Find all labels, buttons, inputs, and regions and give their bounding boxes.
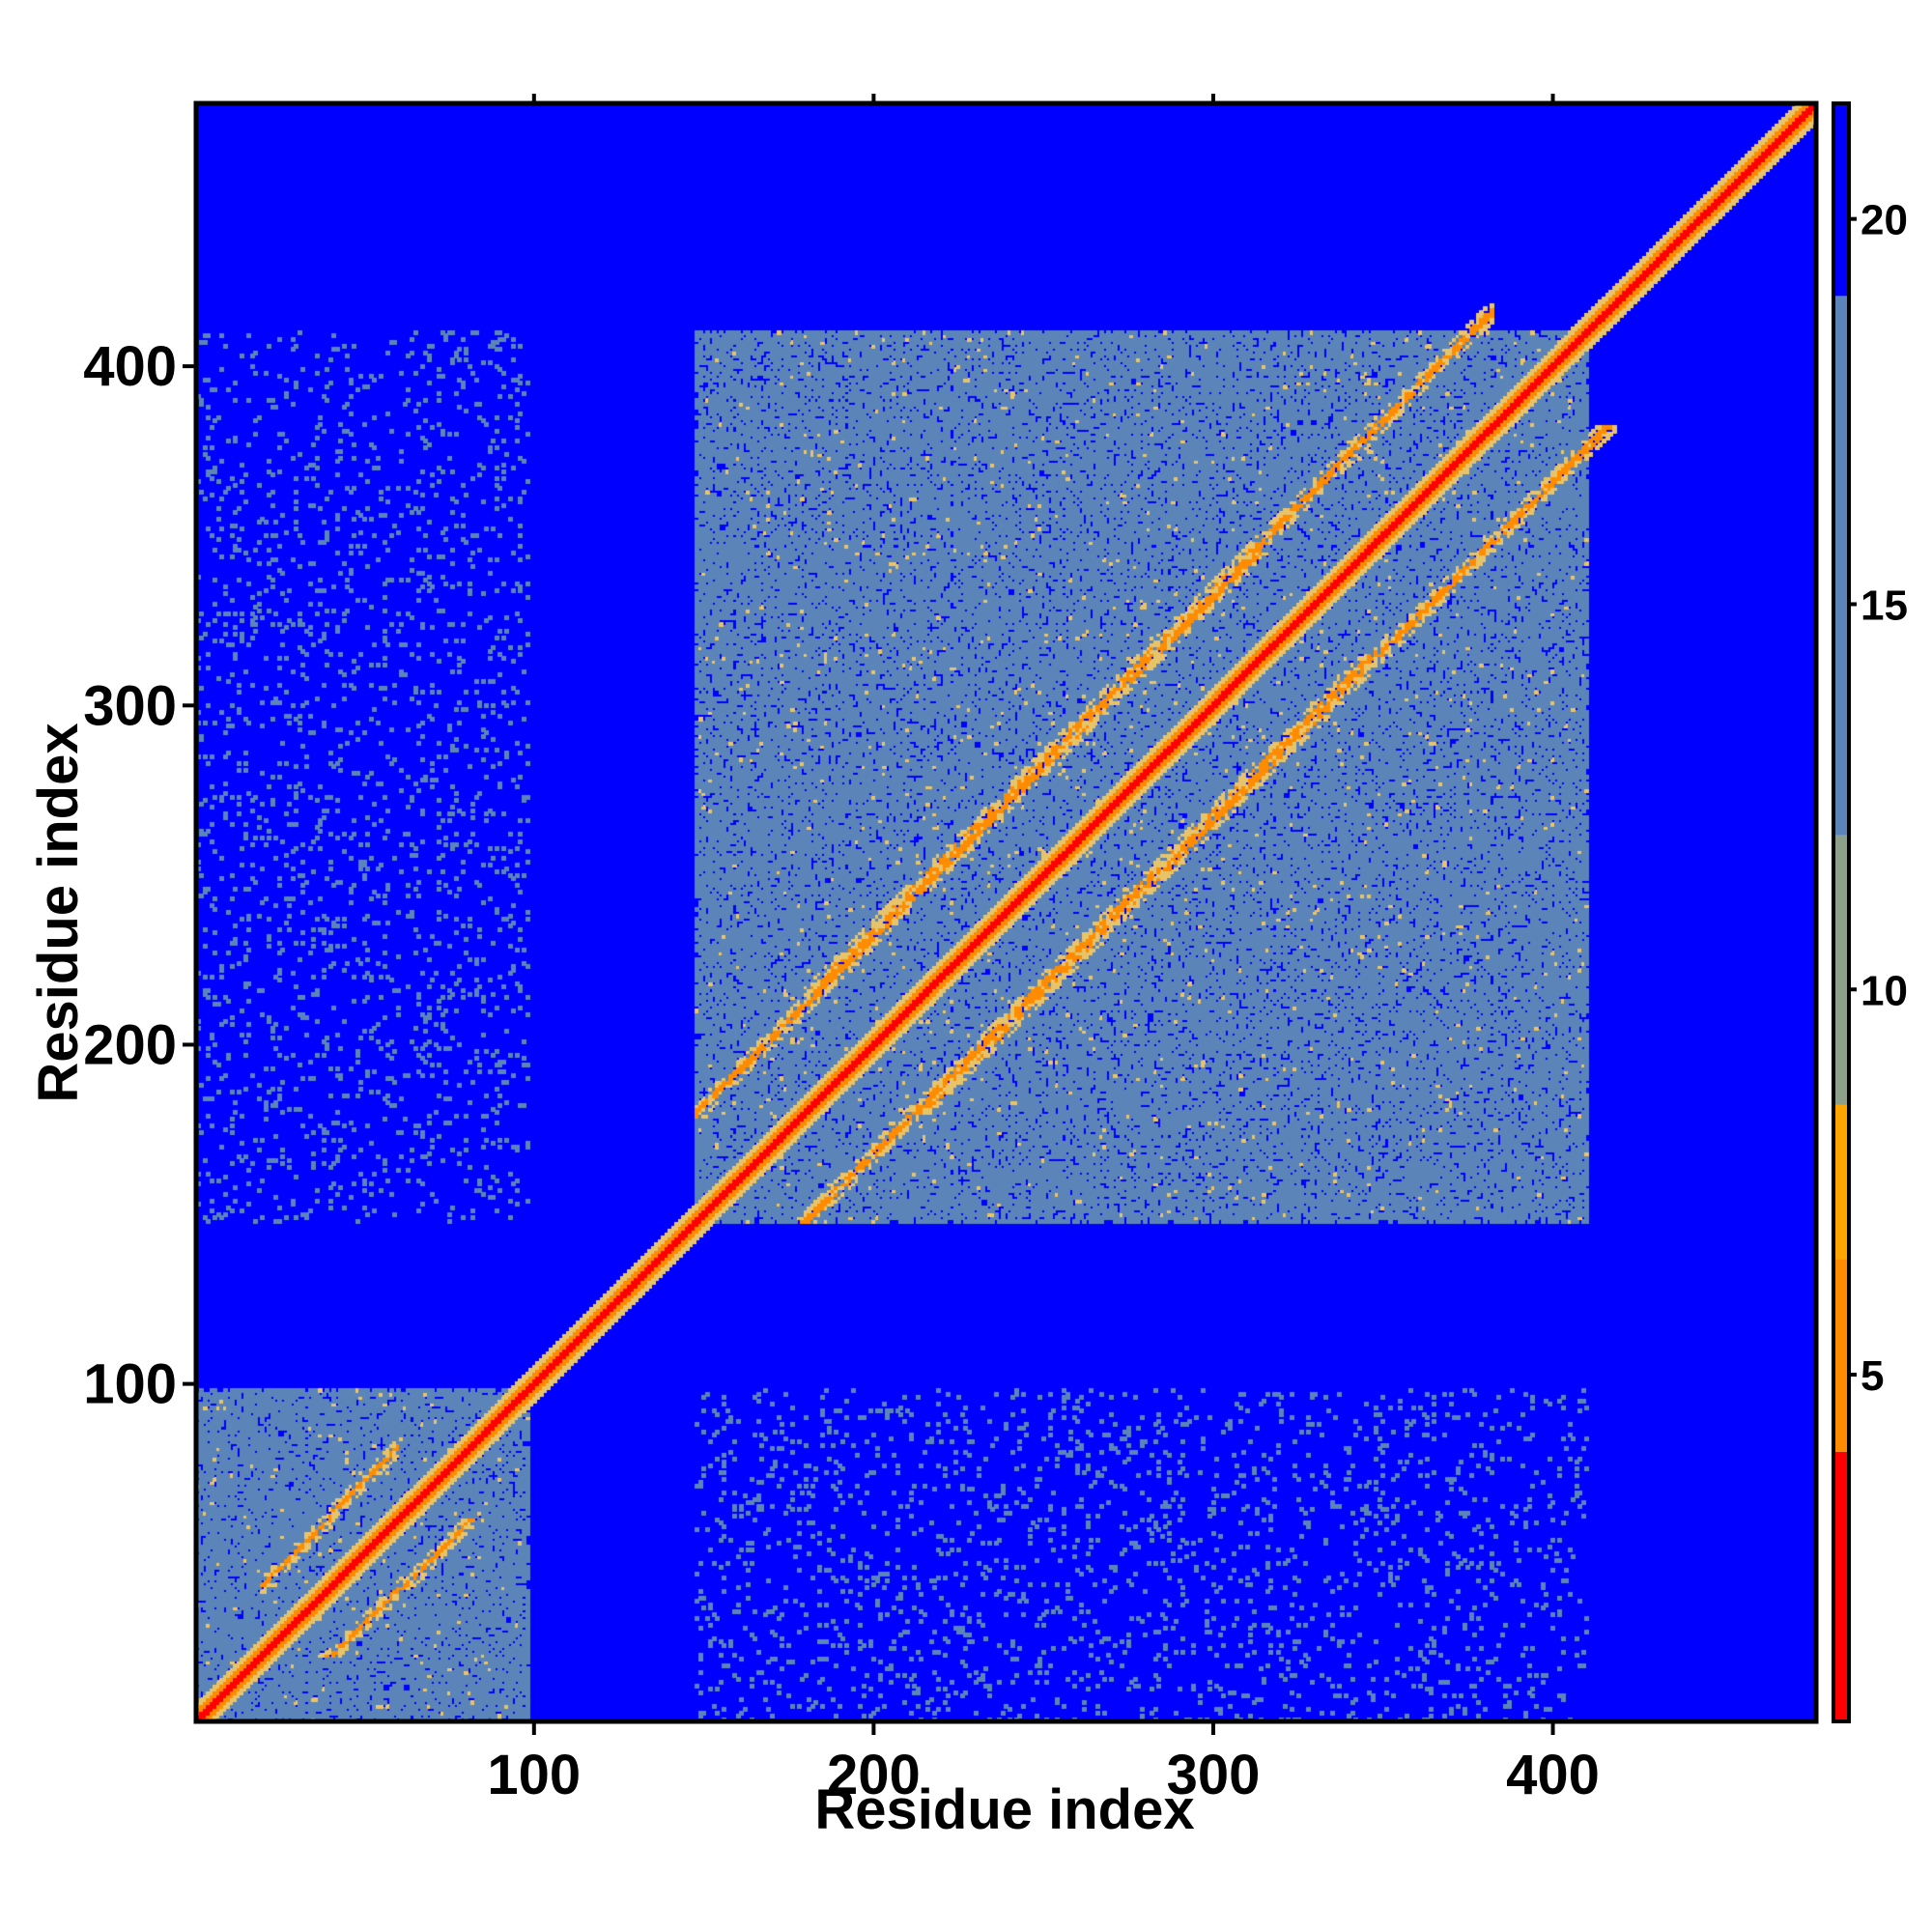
x-tick-label: 200 xyxy=(827,1744,921,1806)
colorbar-segment xyxy=(1833,296,1849,836)
colorbar-segment xyxy=(1833,103,1849,297)
colorbar: 5 10 15 20 xyxy=(1832,101,1908,1723)
colorbar-segment xyxy=(1833,1104,1849,1260)
colorbar-tick-label: 5 xyxy=(1861,1352,1884,1400)
colorbar-segment xyxy=(1833,1259,1849,1452)
y-tick-label: 100 xyxy=(83,1353,177,1416)
x-tick-label: 300 xyxy=(1167,1744,1261,1806)
colorbar-tick-label: 20 xyxy=(1861,197,1908,244)
colorbar-segment xyxy=(1833,1451,1849,1721)
x-tick-label: 100 xyxy=(487,1744,581,1806)
colorbar-frame xyxy=(1832,101,1851,1723)
y-tick-label: 400 xyxy=(83,335,177,398)
plot-frame xyxy=(193,100,1819,1724)
colorbar-tick-label: 10 xyxy=(1861,967,1908,1014)
x-axis-label: Residue index xyxy=(814,1778,1194,1841)
colorbar-segment xyxy=(1833,835,1849,1105)
heatmap-cells xyxy=(196,103,1816,1721)
x-tick-label: 400 xyxy=(1506,1744,1600,1806)
y-axis-label: Residue index xyxy=(27,723,90,1102)
heatmap-plot-area xyxy=(196,103,1816,1721)
axes: 100 200 300 400 100 200 300 400 xyxy=(83,94,1819,1806)
y-tick-label: 200 xyxy=(83,1013,177,1076)
y-tick-label: 300 xyxy=(83,674,177,737)
colorbar-tick-label: 15 xyxy=(1861,582,1908,629)
